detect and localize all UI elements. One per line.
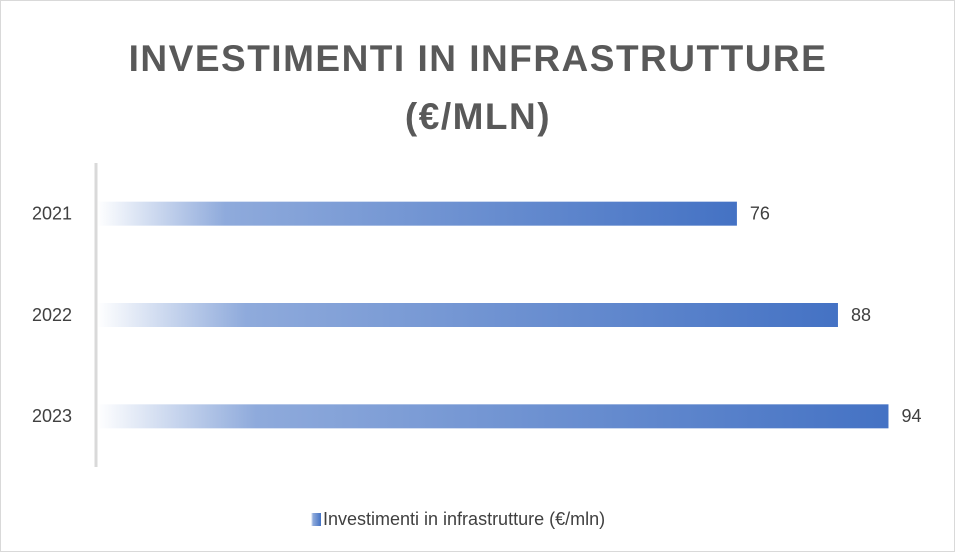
y-tick-label: 2022: [32, 305, 72, 325]
y-tick-label: 2021: [32, 203, 72, 223]
bar: [97, 404, 889, 429]
legend-label: Investimenti in infrastrutture (€/mln): [323, 509, 605, 529]
bar: [97, 303, 838, 327]
legend-swatch: [311, 513, 321, 526]
data-label: 76: [750, 203, 770, 223]
y-tick-label: 2023: [32, 406, 72, 426]
data-label: 88: [851, 305, 871, 325]
data-label: 94: [901, 406, 921, 426]
bar: [97, 201, 737, 226]
chart-title: INVESTIMENTI IN INFRASTRUTTURE (€/MLN): [128, 38, 828, 137]
